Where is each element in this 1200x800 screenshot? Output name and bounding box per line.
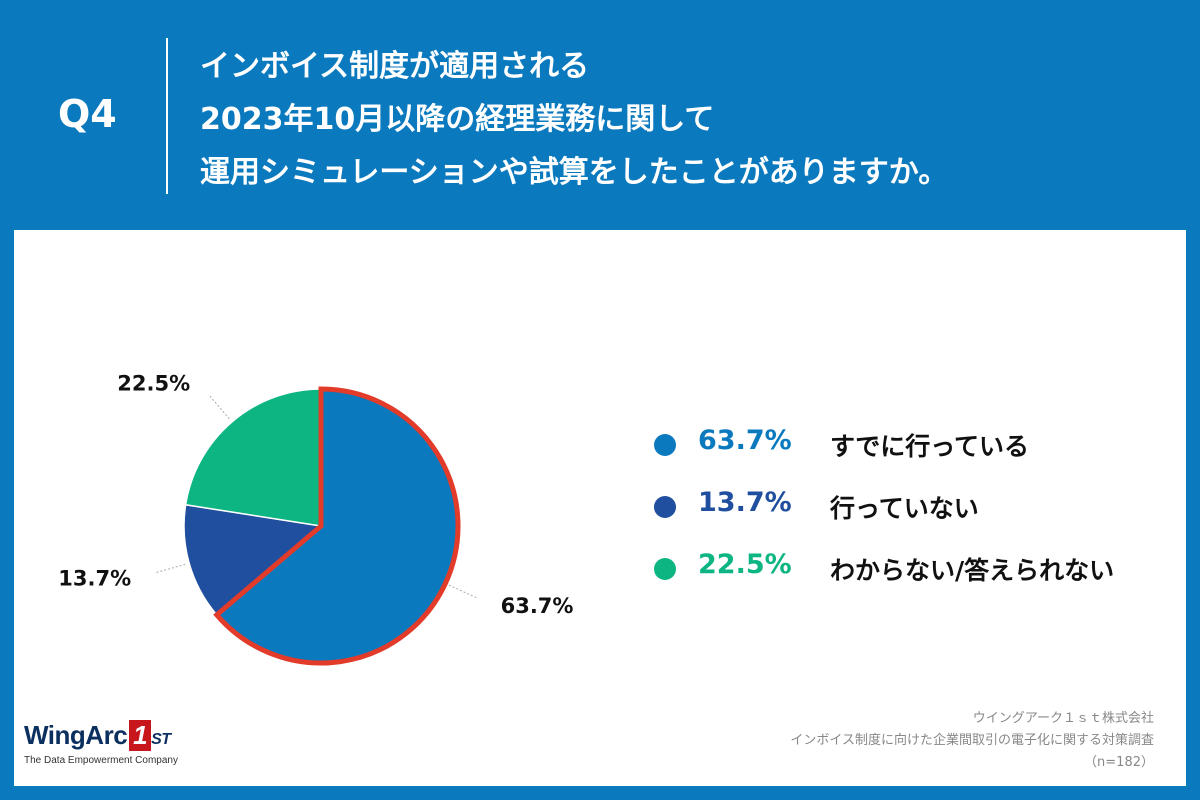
legend-dot-not-done <box>654 496 676 518</box>
leader-line-already <box>448 584 477 599</box>
source-company: ウイングアーク１ｓｔ株式会社 <box>972 711 1154 726</box>
legend-dot-already <box>654 434 676 456</box>
legend-dot-unknown <box>654 558 676 580</box>
pie-label-not-done: 13.7% <box>58 566 131 590</box>
legend-value-not-done: 13.7% <box>698 487 792 518</box>
pie-slice-already <box>213 386 461 666</box>
legend-item-not-done: 13.7% 行っていない <box>654 487 1174 527</box>
source-note: ウイングアーク１ｓｔ株式会社 インボイス制度に向けた企業間取引の電子化に関する対… <box>790 708 1154 774</box>
logo-one: 1 <box>129 720 152 751</box>
title-line-1: インボイス制度が適用される <box>200 49 590 84</box>
logo-brand: WingArc <box>24 720 128 750</box>
pie-label-already: 63.7% <box>501 594 574 618</box>
legend-label-not-done: 行っていない <box>830 494 979 523</box>
question-number: Q4 <box>58 92 117 136</box>
legend-label-unknown: わからない/答えられない <box>830 556 1115 585</box>
logo-tagline: The Data Empowerment Company <box>24 755 178 766</box>
pie-slice-not-done <box>183 503 323 616</box>
title-line-2: 2023年10月以降の経理業務に関して <box>200 102 715 137</box>
legend-value-already: 63.7% <box>698 425 792 456</box>
legend-item-unknown: 22.5% わからない/答えられない <box>654 549 1174 589</box>
source-sample-size: （n=182） <box>1084 755 1154 770</box>
legend-label-already: すでに行っている <box>830 432 1030 461</box>
header-divider <box>166 38 168 194</box>
chart-panel: 63.7% 13.7% 22.5% 63.7% すでに行っている 13.7% 行って… <box>14 230 1186 786</box>
legend-item-already: 63.7% すでに行っている <box>654 425 1174 465</box>
title-line-3: 運用シミュレーションや試算をしたことがありますか。 <box>200 155 949 190</box>
pie-label-unknown: 22.5% <box>117 371 190 395</box>
pie-chart: 63.7% 13.7% 22.5% <box>58 371 574 666</box>
logo-st: ST <box>151 731 171 748</box>
pie-slice-unknown <box>184 388 322 527</box>
wingarc-logo: WingArc 1 ST The Data Empowerment Company <box>24 720 178 766</box>
leader-line-not-done <box>156 563 186 573</box>
leader-line-unknown <box>209 395 230 420</box>
source-survey: インボイス制度に向けた企業間取引の電子化に関する対策調査 <box>790 733 1154 748</box>
legend-value-unknown: 22.5% <box>698 549 792 580</box>
question-title: インボイス制度が適用される 2023年10月以降の経理業務に関して 運用シミュレ… <box>200 40 948 199</box>
